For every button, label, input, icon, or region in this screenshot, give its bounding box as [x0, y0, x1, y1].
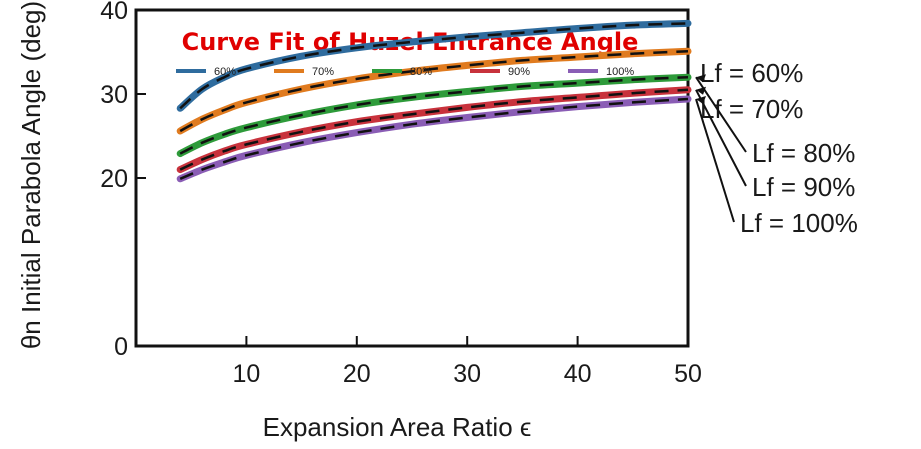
curve-label: Lf = 90% — [752, 172, 855, 202]
arrow-head-icon — [696, 96, 706, 105]
axis-ticks: 10 20 30 40 50 0 20 30 40 — [100, 0, 702, 388]
curve-label: Lf = 100% — [740, 208, 858, 238]
y-tick-label: 20 — [100, 165, 128, 193]
arrow-head-icon — [696, 74, 706, 83]
y-tick-label: 30 — [100, 81, 128, 109]
arrow-head-icon — [696, 86, 706, 95]
x-tick-label: 30 — [453, 360, 481, 388]
curve-label: Lf = 70% — [700, 94, 803, 124]
y-tick-label: 0 — [114, 333, 128, 361]
y-axis-title: θn Initial Parabola Angle (deg) — [16, 1, 46, 349]
curve-label: Lf = 80% — [752, 138, 855, 168]
x-tick-label: 40 — [564, 360, 592, 388]
series-lines — [176, 19, 692, 183]
legend-label: 90% — [508, 66, 530, 78]
curve-label-arrow — [695, 98, 735, 223]
legend-label: 100% — [606, 66, 634, 78]
curve-labels: Lf = 60% Lf = 70% Lf = 80% Lf = 90% Lf = 100… — [695, 58, 858, 238]
reference-curve-90pct — [179, 88, 689, 171]
curve-label-arrow — [695, 89, 747, 187]
x-tick-label: 20 — [343, 360, 371, 388]
reference-curve-60pct — [179, 22, 689, 110]
legend-label: 60% — [214, 66, 236, 78]
legend-label: 80% — [410, 66, 432, 78]
curve-label: Lf = 60% — [700, 58, 803, 88]
legend-label: 70% — [312, 66, 334, 78]
x-tick-label: 50 — [674, 360, 702, 388]
reference-curve-80pct — [179, 75, 689, 155]
reference-curve-70pct — [179, 49, 689, 133]
x-tick-label: 10 — [232, 360, 260, 388]
reference-curve-100pct — [179, 97, 689, 180]
x-axis-title: Expansion Area Ratio ϵ — [263, 412, 532, 442]
y-axis-title-text: θn Initial Parabola Angle (deg) — [16, 1, 46, 349]
y-tick-label: 40 — [100, 0, 128, 25]
plot-frame — [134, 8, 690, 348]
legend: 60% 70% 80% 90% 100% — [176, 66, 634, 78]
